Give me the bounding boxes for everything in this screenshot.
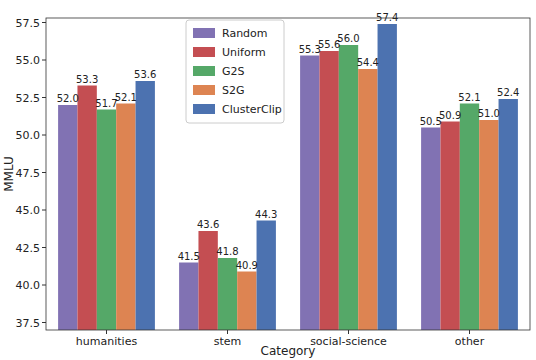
- data-label: 41.8: [216, 246, 238, 257]
- legend-label: Random: [222, 27, 268, 40]
- bar: [116, 104, 135, 331]
- y-tick: [42, 97, 46, 98]
- x-tick: [348, 330, 349, 334]
- bar: [339, 45, 358, 330]
- bars: [58, 24, 518, 330]
- bar: [218, 258, 237, 330]
- bar: [257, 221, 276, 331]
- y-tick-label: 47.5: [16, 167, 41, 180]
- bar: [358, 69, 377, 330]
- data-labels: 52.041.555.350.553.343.655.650.951.741.8…: [57, 12, 520, 271]
- legend-label: Uniform: [222, 46, 266, 59]
- bar: [58, 105, 77, 330]
- y-tick: [42, 210, 46, 211]
- data-label: 53.6: [134, 69, 156, 80]
- data-label: 44.3: [255, 209, 277, 220]
- bar: [77, 86, 96, 331]
- data-label: 52.1: [458, 92, 480, 103]
- data-label: 53.3: [76, 74, 98, 85]
- y-tick: [42, 22, 46, 23]
- x-tick-label: other: [455, 335, 485, 348]
- bar: [499, 99, 518, 330]
- data-label: 52.1: [115, 92, 137, 103]
- chart: 52.041.555.350.553.343.655.650.951.741.8…: [0, 0, 536, 360]
- legend-label: S2G: [222, 84, 245, 97]
- bar: [179, 263, 198, 331]
- y-tick: [42, 135, 46, 136]
- data-label: 41.5: [178, 251, 200, 262]
- y-tick: [42, 247, 46, 248]
- data-label: 54.4: [357, 57, 379, 68]
- x-tick: [227, 330, 228, 334]
- x-axis-label: Category: [261, 344, 316, 358]
- data-label: 56.0: [337, 33, 359, 44]
- x-tick: [469, 330, 470, 334]
- data-label: 52.4: [497, 87, 519, 98]
- y-tick-label: 50.0: [16, 129, 41, 142]
- data-label: 52.0: [57, 93, 79, 104]
- y-tick-label: 45.0: [16, 204, 41, 217]
- legend: Random Uniform G2S S2G ClusterClip: [186, 20, 284, 123]
- y-tick: [42, 60, 46, 61]
- data-label: 57.4: [376, 12, 398, 23]
- y-axis-label: MMLU: [2, 156, 16, 192]
- y-tick-label: 55.0: [16, 54, 41, 67]
- plot-frame: [46, 18, 530, 330]
- y-tick-label: 37.5: [16, 317, 41, 330]
- bar: [319, 51, 338, 330]
- bar: [300, 56, 319, 331]
- data-label: 51.0: [478, 108, 500, 119]
- x-tick-label: social-science: [310, 335, 387, 348]
- legend-swatch: [193, 28, 215, 38]
- data-label: 50.9: [439, 110, 461, 121]
- legend-box: [186, 20, 284, 123]
- x-tick: [106, 330, 107, 334]
- y-tick: [42, 322, 46, 323]
- bar: [440, 122, 459, 331]
- y-tick-label: 52.5: [16, 92, 41, 105]
- bar: [97, 110, 116, 331]
- bar: [378, 24, 397, 330]
- legend-swatch: [193, 85, 215, 95]
- bar: [237, 272, 256, 331]
- bar: [421, 128, 440, 331]
- legend-swatch: [193, 47, 215, 57]
- legend-swatch: [193, 104, 215, 114]
- y-tick-label: 57.5: [16, 17, 41, 30]
- bar: [479, 120, 498, 330]
- x-tick-label: humanities: [76, 335, 138, 348]
- y-tick: [42, 285, 46, 286]
- y-tick-label: 40.0: [16, 279, 41, 292]
- data-label: 40.9: [236, 260, 258, 271]
- legend-label: G2S: [222, 65, 245, 78]
- data-label: 43.6: [197, 219, 219, 230]
- bar: [198, 231, 217, 330]
- bar: [460, 104, 479, 331]
- y-tick: [42, 172, 46, 173]
- legend-label: ClusterClip: [222, 103, 282, 116]
- x-tick-label: stem: [214, 335, 242, 348]
- legend-swatch: [193, 66, 215, 76]
- bar: [136, 81, 155, 330]
- y-tick-label: 42.5: [16, 242, 41, 255]
